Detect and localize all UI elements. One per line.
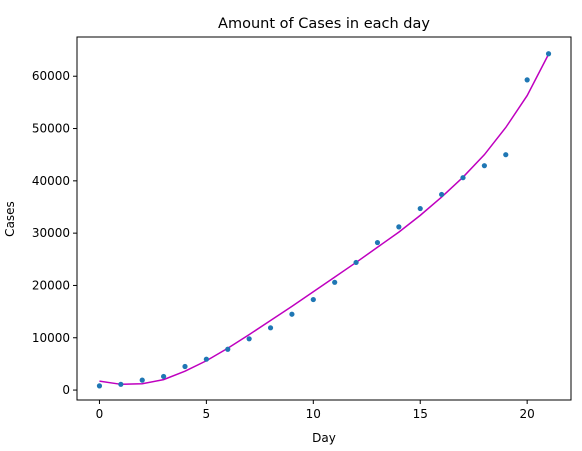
data-point xyxy=(247,336,252,341)
y-tick-label: 50000 xyxy=(32,122,70,136)
y-tick-label: 40000 xyxy=(32,174,70,188)
data-point xyxy=(332,280,337,285)
x-tick-label: 10 xyxy=(306,407,321,421)
data-point xyxy=(225,347,230,352)
data-point xyxy=(525,77,530,82)
y-tick-label: 30000 xyxy=(32,226,70,240)
data-point xyxy=(161,374,166,379)
data-point xyxy=(439,192,444,197)
data-point xyxy=(375,240,380,245)
y-tick-label: 60000 xyxy=(32,69,70,83)
data-point xyxy=(97,383,102,388)
data-point xyxy=(353,260,358,265)
data-point xyxy=(140,378,145,383)
data-point xyxy=(482,163,487,168)
y-axis-label: Cases xyxy=(3,201,17,237)
data-point xyxy=(289,312,294,317)
data-point xyxy=(460,175,465,180)
data-point xyxy=(268,325,273,330)
data-point xyxy=(503,152,508,157)
chart-title: Amount of Cases in each day xyxy=(218,16,430,32)
x-axis-label: Day xyxy=(312,431,336,445)
y-tick-label: 0 xyxy=(62,383,70,397)
data-point xyxy=(546,51,551,56)
x-tick-label: 0 xyxy=(96,407,104,421)
y-tick-label: 20000 xyxy=(32,278,70,292)
y-tick-label: 10000 xyxy=(32,331,70,345)
data-point xyxy=(396,224,401,229)
data-point xyxy=(118,382,123,387)
x-tick-label: 15 xyxy=(413,407,428,421)
x-tick-label: 5 xyxy=(203,407,211,421)
x-tick-label: 20 xyxy=(520,407,535,421)
data-point xyxy=(182,364,187,369)
data-point xyxy=(311,297,316,302)
data-point xyxy=(418,206,423,211)
data-point xyxy=(204,357,209,362)
